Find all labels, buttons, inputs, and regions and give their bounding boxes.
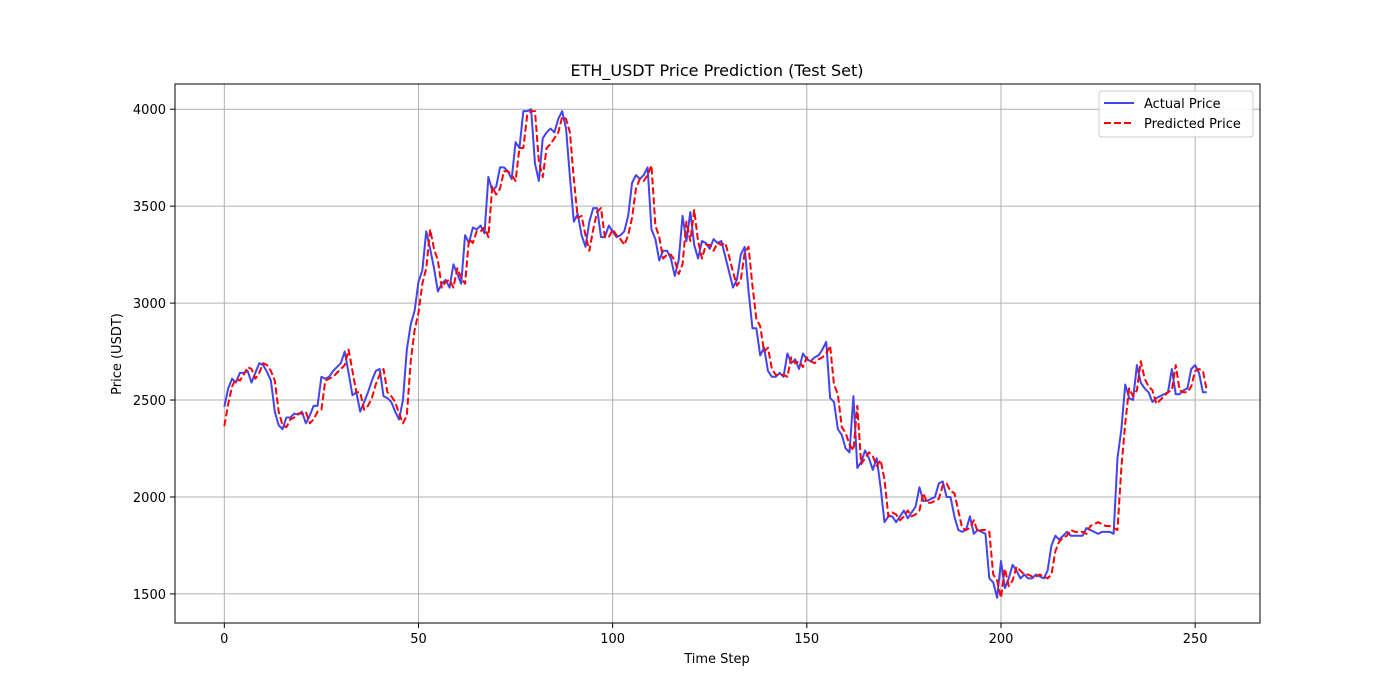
plot-frame [174, 83, 1261, 624]
x-axis-title: Time Step [683, 652, 750, 667]
y-tick-label: 2000 [133, 491, 166, 506]
x-tick-label: 150 [794, 632, 819, 647]
axis-ticks: 0 50 100 150 200 250 1500 2000 2500 3000 3500 4000 [133, 103, 1208, 647]
x-tick-label: 0 [220, 632, 228, 647]
y-tick-label: 3500 [133, 200, 166, 215]
legend-label-actual: Actual Price [1144, 97, 1221, 112]
x-tick-label: 250 [1183, 632, 1208, 647]
x-tick-label: 50 [410, 632, 427, 647]
legend: Actual Price Predicted Price [1098, 90, 1254, 138]
grid-lines [175, 84, 1260, 623]
y-tick-label: 3000 [133, 297, 166, 312]
x-tick-label: 100 [600, 632, 625, 647]
y-tick-label: 2500 [133, 394, 166, 409]
series-lines [223, 108, 1208, 599]
predicted-price-line [223, 110, 1208, 599]
actual-price-line [223, 108, 1207, 599]
legend-label-predicted: Predicted Price [1144, 117, 1241, 132]
legend-box [1098, 90, 1254, 138]
chart-title: ETH_USDT Price Prediction (Test Set) [571, 61, 864, 81]
x-tick-label: 200 [989, 632, 1014, 647]
y-axis-title: Price (USDT) [110, 313, 125, 395]
y-tick-label: 4000 [133, 103, 166, 118]
y-tick-label: 1500 [133, 588, 166, 603]
